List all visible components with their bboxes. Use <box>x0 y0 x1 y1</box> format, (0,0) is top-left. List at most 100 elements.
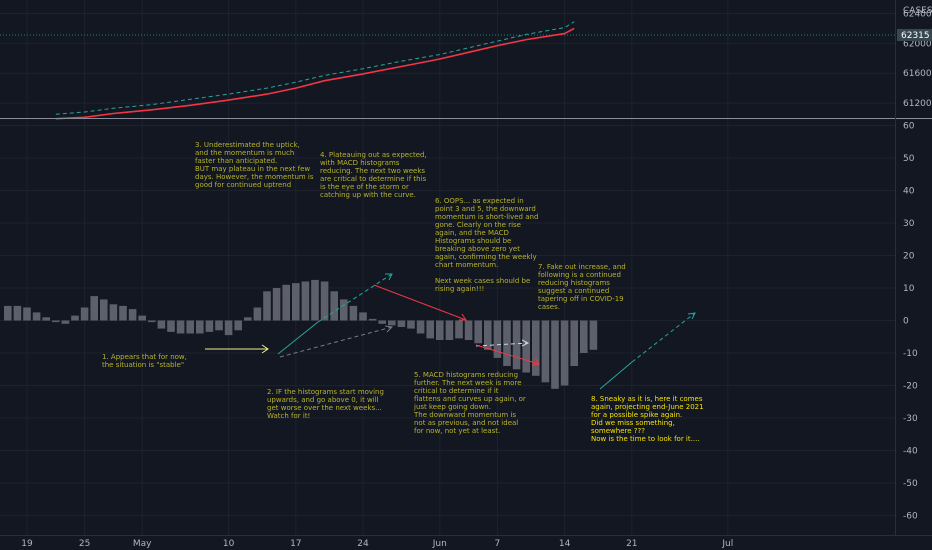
histogram-bar <box>23 307 31 321</box>
histogram-bar <box>215 320 223 331</box>
time-tick-label: 14 <box>559 539 571 549</box>
annotation-note-4[interactable]: 4. Plateauing out as expected,with MACD … <box>320 151 427 199</box>
annotation-line: again, and the MACD <box>435 229 509 237</box>
histogram-bar <box>340 299 348 321</box>
histogram-bars <box>4 279 598 389</box>
histogram-tick-label: 40 <box>903 187 915 197</box>
annotation-line: following is a continued <box>538 271 621 279</box>
annotation-line: rising again!!! <box>435 285 484 293</box>
time-tick-label: 24 <box>357 539 369 549</box>
annotation-line: with MACD histograms <box>320 159 400 167</box>
fall-line-2-head[interactable] <box>531 357 540 366</box>
annotation-line: breaking above zero yet <box>435 245 520 253</box>
last-value-badge <box>897 29 932 41</box>
histogram-bar <box>71 315 79 321</box>
fall-line-1-head[interactable] <box>459 313 467 321</box>
annotation-line: 7. Fake out increase, and <box>538 263 626 271</box>
histogram-bar <box>272 288 281 321</box>
histogram-tick-label: 50 <box>903 154 915 164</box>
histogram-bar <box>320 281 329 321</box>
histogram-bar <box>196 320 204 334</box>
annotation-line: chart momentum. <box>435 261 498 269</box>
time-tick-label: May <box>133 539 152 549</box>
annotation-line: for now, not yet at least. <box>414 427 500 435</box>
annotation-note-1[interactable]: 1. Appears that for now,the situation is… <box>102 353 187 369</box>
histogram-bar <box>80 307 89 321</box>
annotation-line: somewhere ??? <box>591 427 645 435</box>
fall-line-2[interactable] <box>475 344 540 365</box>
time-axis-ticks: 19 25 May 10 17 24 Jun 7 14 21 Jul <box>21 539 733 549</box>
histogram-bar <box>436 320 444 340</box>
annotation-line: reducing histograms <box>538 279 610 287</box>
histogram-bar <box>330 291 338 321</box>
histogram-bar <box>378 320 386 324</box>
histogram-bar <box>119 305 127 321</box>
annotation-line: tapering off in COVID-19 <box>538 295 624 303</box>
histogram-bar <box>368 318 377 321</box>
right-price-scale[interactable]: 62400 62000 61600 61200 60 50 40 30 20 10 0 -10 -20… <box>895 0 932 535</box>
annotation-line: gone. Clearly on the rise <box>435 221 521 229</box>
annotation-line: for a possible spike again. <box>591 411 682 419</box>
annotation-line: the situation is "stable" <box>102 361 184 369</box>
annotation-note-3[interactable]: 3. Underestimated the uptick,and the mom… <box>195 141 314 189</box>
rise-line-2[interactable] <box>599 361 633 390</box>
histogram-bar <box>148 320 156 323</box>
gray-projection-1-head[interactable] <box>384 325 394 333</box>
annotation-line: 8. Sneaky as it is, here it comes <box>591 395 703 403</box>
annotation-line: Next week cases should be <box>435 277 530 285</box>
annotation-line: upwards, and go above 0, it will <box>267 396 379 404</box>
histogram-bar <box>42 317 50 321</box>
histogram-bar <box>52 320 60 323</box>
annotation-line: further. The next week is more <box>414 379 522 387</box>
annotation-line: 2. IF the histograms start moving <box>267 388 384 396</box>
rise-line-1[interactable] <box>277 321 319 355</box>
histogram-bar <box>541 320 550 383</box>
histogram-bar <box>445 320 454 340</box>
annotation-line: catching up with the curve. <box>320 191 416 199</box>
price-scale-ticks: 62400 62000 61600 61200 <box>903 9 932 109</box>
annotation-line: 1. Appears that for now, <box>102 353 187 361</box>
histogram-bar <box>90 296 98 321</box>
histogram-tick-label: -50 <box>903 479 918 489</box>
histogram-bar <box>157 320 166 329</box>
histogram-bar <box>397 320 406 327</box>
annotation-line: Watch for it! <box>267 412 310 420</box>
time-tick-label: 21 <box>626 539 637 549</box>
histogram-bar <box>464 320 473 340</box>
annotation-note-2[interactable]: 2. IF the histograms start movingupwards… <box>267 388 384 420</box>
annotation-note-8[interactable]: 8. Sneaky as it is, here it comesagain, … <box>591 395 704 443</box>
gray-projection-1[interactable] <box>279 326 393 358</box>
price-grid <box>0 0 895 118</box>
flat-projection-2[interactable] <box>475 342 529 347</box>
annotation-line: again, confirming the weekly <box>435 253 537 261</box>
histogram-bar <box>138 315 146 321</box>
histogram-bar <box>205 320 214 332</box>
histogram-bar <box>244 317 252 321</box>
rise-projection-1[interactable] <box>317 273 393 323</box>
histogram-bar <box>234 320 242 331</box>
annotation-line: days. However, the momentum is <box>195 173 314 181</box>
time-axis[interactable]: 19 25 May 10 17 24 Jun 7 14 21 Jul <box>0 535 932 550</box>
histogram-bar <box>292 283 300 321</box>
annotation-line: is the eye of the storm or <box>320 183 409 191</box>
rise-projection-1-head[interactable] <box>385 273 393 281</box>
price-tick-label: 62000 <box>903 39 932 49</box>
time-tick-label: 17 <box>290 539 301 549</box>
flat-arrow-head[interactable] <box>261 344 269 354</box>
annotation-line: 3. Underestimated the uptick, <box>195 141 300 149</box>
annotation-line: 4. Plateauing out as expected, <box>320 151 427 159</box>
rise-projection-2[interactable] <box>631 312 696 363</box>
histogram-bar <box>32 312 41 321</box>
annotation-line: faster than anticipated. <box>195 157 277 165</box>
annotation-line: get worse over the next weeks... <box>267 404 382 412</box>
fall-line-1[interactable] <box>373 284 467 321</box>
annotation-line: Did we miss something, <box>591 419 675 427</box>
histogram-bar <box>493 320 502 358</box>
flat-projection-2-head[interactable] <box>521 339 530 347</box>
rise-projection-2-head[interactable] <box>687 312 696 320</box>
histogram-bar <box>100 299 108 321</box>
